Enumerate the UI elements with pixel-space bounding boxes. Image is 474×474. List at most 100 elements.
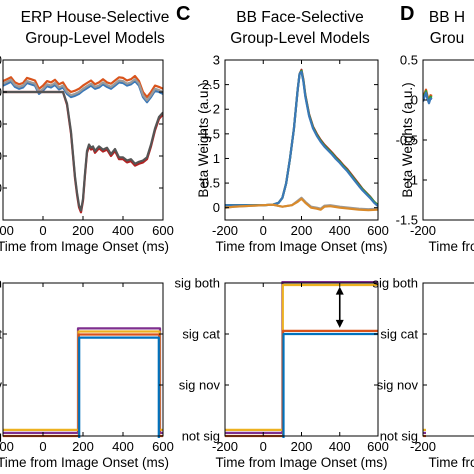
x-tick-label: 600 <box>367 223 389 238</box>
series-line <box>225 283 378 431</box>
chart-title-line: ERP House-Selective <box>21 9 170 26</box>
series-group <box>423 88 433 105</box>
series-line <box>3 330 163 431</box>
x-tick-label: -200 <box>410 223 436 238</box>
y-tick-label: sig <box>0 429 2 444</box>
series-line <box>225 70 378 208</box>
chart-title-line: Group-Level Models <box>25 30 165 47</box>
axes-box <box>224 282 379 437</box>
series-line <box>225 68 378 207</box>
series-line <box>423 91 433 105</box>
x-tick-label: 600 <box>152 439 174 454</box>
x-tick-label: 400 <box>329 439 351 454</box>
y-tick-label: 0 <box>0 117 2 132</box>
x-tick-label: 0 <box>39 223 46 238</box>
series-line <box>3 79 163 104</box>
x-tick-label: 200 <box>291 439 313 454</box>
y-tick-label: 1.5 <box>202 126 220 141</box>
y-tick-label: 0 <box>0 53 2 68</box>
y-axis-label: Beta Weights (a.u.) <box>196 82 211 197</box>
y-axis-label: Beta Weights (a.u.) <box>400 82 415 197</box>
x-tick-label: 200 <box>0 439 14 454</box>
series-line <box>225 281 378 434</box>
x-tick-label: 200 <box>0 223 14 238</box>
chart-title-line: BB H <box>429 9 465 26</box>
y-tick-label: sig both <box>372 276 418 291</box>
series-line <box>78 336 160 438</box>
chart-bb-face-significance: -200 0 200 400 600 sig both sig cat sig nov not … <box>174 276 388 471</box>
x-tick-label: 200 <box>291 223 313 238</box>
x-tick-label: 600 <box>152 223 174 238</box>
y-tick-label: 0 <box>0 85 2 100</box>
chart-erp-house-significance: 200 0 200 400 600 oth cat nov sig Time from Image… <box>0 276 174 471</box>
series-group <box>225 281 378 438</box>
chart-bb-house-models: BB H Grou -200 0.5 0 -0.5 -1 -1.5 Time fro Beta W… <box>396 9 474 254</box>
panel-label-c: C <box>176 3 190 25</box>
y-tick-label: sig nov <box>179 378 221 393</box>
series-line <box>3 333 163 438</box>
x-axis-label: Time fro <box>428 455 474 470</box>
y-tick-label: 0.5 <box>202 176 220 191</box>
y-tick-label: 0 <box>0 149 2 164</box>
series-line <box>225 329 378 438</box>
x-tick-label: -200 <box>410 439 436 454</box>
y-tick-label: -0.5 <box>396 133 418 148</box>
x-tick-label: 400 <box>329 223 351 238</box>
y-tick-label: -1.5 <box>396 213 418 228</box>
y-tick-label: sig both <box>174 276 220 291</box>
y-tick-label: sig cat <box>182 327 220 342</box>
chart-bb-face-models: BB Face-Selective Group-Level Models -200 0… <box>196 9 389 254</box>
y-tick-label: 0 <box>213 200 220 215</box>
axes-box <box>224 59 379 221</box>
chart-title-line: BB Face-Selective <box>236 9 364 26</box>
series-group <box>3 74 163 214</box>
series-line <box>282 332 378 438</box>
axes-box <box>2 282 164 437</box>
y-tick-label: oth <box>0 276 2 291</box>
y-tick-label: 1 <box>213 151 220 166</box>
axes-box <box>422 282 474 437</box>
x-tick-label: 400 <box>112 439 134 454</box>
double-arrow-head-bottom <box>335 319 344 328</box>
y-tick-label: sig cat <box>380 327 418 342</box>
x-axis-label: Time from Image Onset (ms) <box>215 455 387 470</box>
y-tick-label: -1 <box>406 173 418 188</box>
y-tick-label: sig nov <box>377 378 419 393</box>
axes-box <box>422 59 474 221</box>
x-axis-label: Time from Image Onset (ms) <box>0 239 169 254</box>
x-tick-label: 0 <box>260 439 267 454</box>
chart-bb-house-significance: -200 sig both sig cat sig nov not sig Time fr… <box>372 276 474 470</box>
x-tick-label: -200 <box>212 223 238 238</box>
series-line <box>225 69 378 207</box>
y-tick-label: 0 <box>0 181 2 196</box>
x-axis-label: Time from Image Onset (ms) <box>0 455 169 470</box>
x-tick-label: 400 <box>112 223 134 238</box>
y-tick-label: not sig <box>380 429 418 444</box>
chart-erp-house-models: ERP House-Selective Group-Level Models 200… <box>0 9 174 254</box>
x-tick-label: 200 <box>72 223 94 238</box>
chart-title-line: Group-Level Models <box>230 30 370 47</box>
y-tick-label: 2.5 <box>202 77 220 92</box>
x-axis-label: Time fro <box>428 239 474 254</box>
y-tick-label: not sig <box>182 429 220 444</box>
double-arrow-head-top <box>335 286 344 295</box>
series-line <box>3 78 163 102</box>
y-tick-label: 3 <box>213 53 220 68</box>
y-tick-label: nov <box>0 378 2 393</box>
x-tick-label: 0 <box>39 439 46 454</box>
series-group <box>3 327 163 438</box>
y-tick-label: 0.5 <box>400 53 418 68</box>
panel-label-d: D <box>400 3 414 25</box>
y-tick-label: cat <box>0 327 2 342</box>
series-line <box>225 197 378 212</box>
x-tick-label: 0 <box>260 223 267 238</box>
series-line <box>3 74 163 99</box>
chart-title-line: Grou <box>430 30 464 47</box>
series-line <box>3 327 163 434</box>
series-line <box>3 90 163 212</box>
x-tick-label: 200 <box>72 439 94 454</box>
y-tick-label: 2 <box>213 102 220 117</box>
y-tick-label: 0 <box>411 93 418 108</box>
x-axis-label: Time from Image Onset (ms) <box>215 239 387 254</box>
